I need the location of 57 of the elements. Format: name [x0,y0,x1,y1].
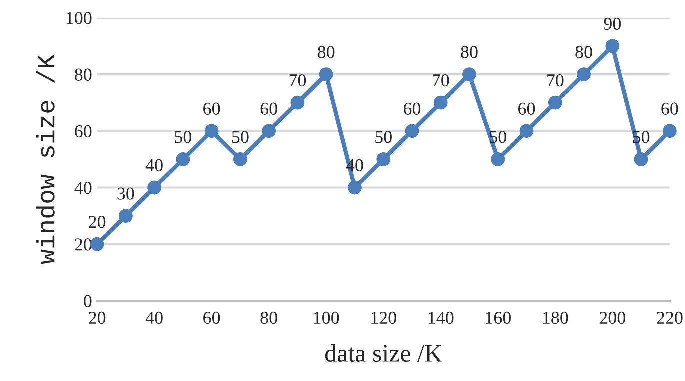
data-label: 70 [433,74,450,87]
x-tick-label: 200 [600,312,626,324]
x-tick-label: 40 [146,312,163,324]
data-label: 70 [290,74,306,87]
point [348,180,362,195]
point [233,152,248,166]
point [262,124,276,138]
data-label: 20 [89,216,106,228]
data-label: 70 [548,74,564,87]
data-label: 60 [662,102,678,115]
data-label: 50 [376,131,392,144]
point [319,68,334,82]
y-tick-label: 80 [75,68,92,81]
data-label: 60 [518,102,536,115]
point [462,68,476,82]
point [520,124,534,138]
point [118,209,133,224]
x-tick-label: 220 [657,312,683,324]
data-label: 80 [461,46,478,58]
data-label: 60 [204,102,220,115]
x-axis-title: data size /K [325,344,442,362]
data-label: 30 [118,188,134,200]
data-label: 80 [318,46,335,58]
y-tick-label: 0 [84,295,92,308]
data-label: 60 [260,102,278,115]
data-label: 90 [604,18,622,30]
x-tick-label: 180 [543,312,568,324]
data-label: 60 [404,102,421,115]
x-tick-label: 80 [260,312,278,324]
point [176,152,190,166]
data-label: 50 [232,131,249,144]
y-axis-title: window size /K [36,54,55,264]
point [548,96,562,110]
data-label: 80 [576,46,592,58]
point [434,96,448,110]
data-label: 50 [175,131,192,144]
point [204,124,219,138]
x-tick-label: 160 [486,312,511,324]
point [290,96,305,110]
point [577,68,591,82]
point [148,180,162,195]
data-label: 40 [146,159,163,172]
point [662,124,677,138]
y-tick-label: 40 [74,182,92,194]
x-tick-label: 20 [89,312,106,324]
y-tick-label: 60 [75,125,92,138]
x-tick-label: 60 [204,312,220,324]
point [634,152,648,166]
x-tick-label: 140 [428,312,454,324]
point [606,39,620,54]
x-tick-label: 100 [314,312,340,324]
point [405,124,420,138]
point [90,237,104,252]
point [491,152,506,166]
point [376,152,391,166]
y-tick-label: 100 [66,12,92,24]
x-tick-label: 120 [372,312,396,324]
